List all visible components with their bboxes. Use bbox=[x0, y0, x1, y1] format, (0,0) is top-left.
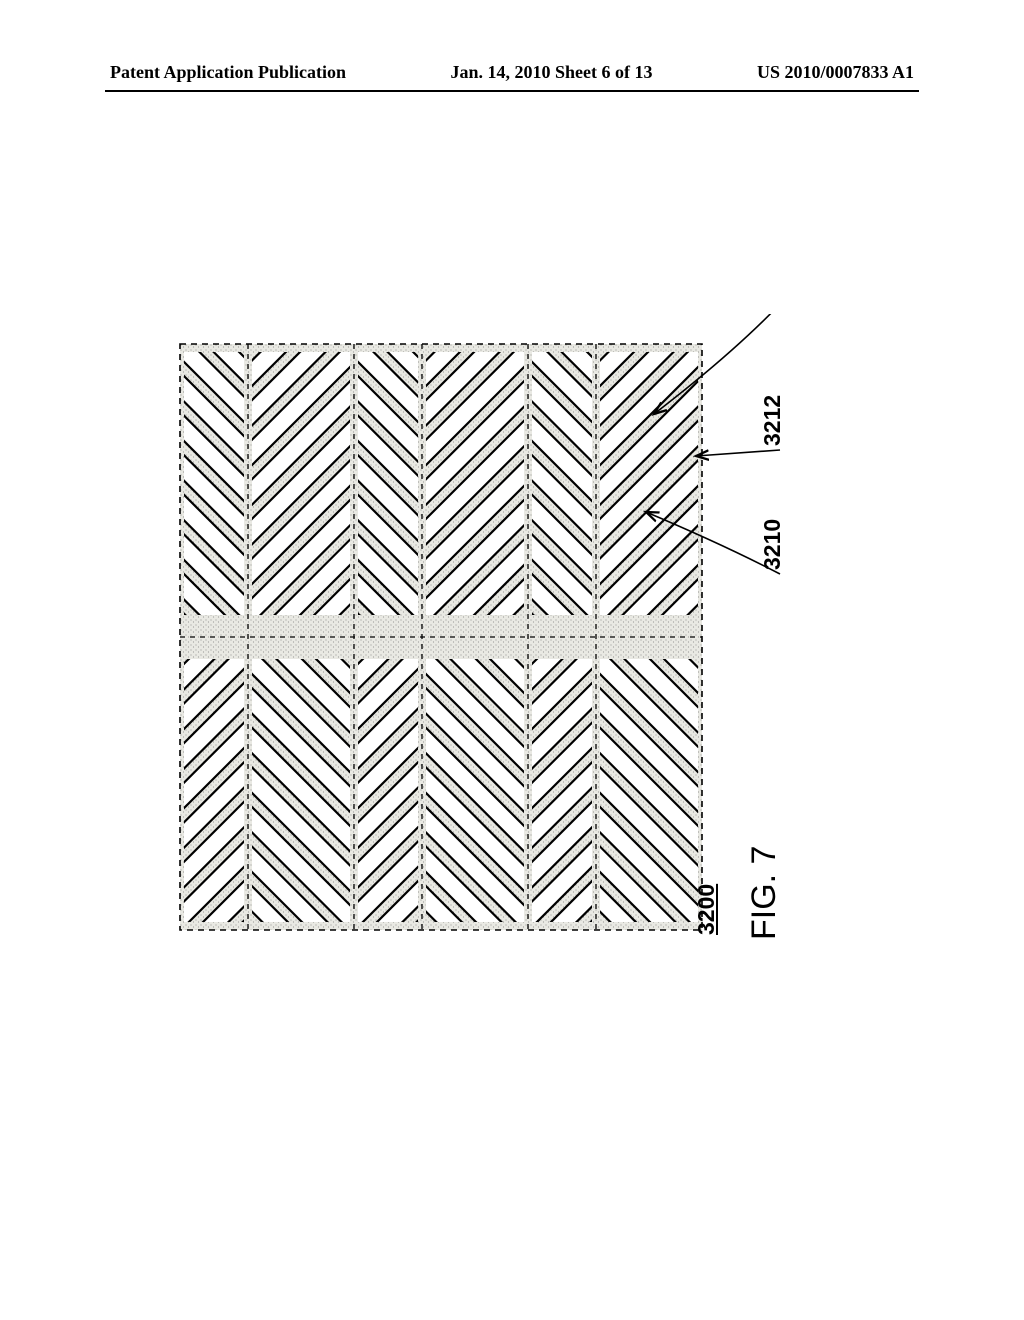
header-left: Patent Application Publication bbox=[110, 62, 346, 83]
header-right: US 2010/0007833 A1 bbox=[757, 62, 914, 83]
figure-7: 321432123210 bbox=[160, 314, 920, 1019]
figure-svg: 321432123210 bbox=[160, 314, 920, 1014]
figure-label: FIG. 7 bbox=[745, 846, 784, 940]
header-rule bbox=[105, 90, 919, 92]
svg-text:3212: 3212 bbox=[759, 395, 785, 446]
panel-ref-3200: 3200 bbox=[693, 884, 720, 935]
page-header: Patent Application Publication Jan. 14, … bbox=[0, 62, 1024, 83]
header-center: Jan. 14, 2010 Sheet 6 of 13 bbox=[451, 62, 653, 83]
svg-text:3210: 3210 bbox=[759, 519, 785, 570]
